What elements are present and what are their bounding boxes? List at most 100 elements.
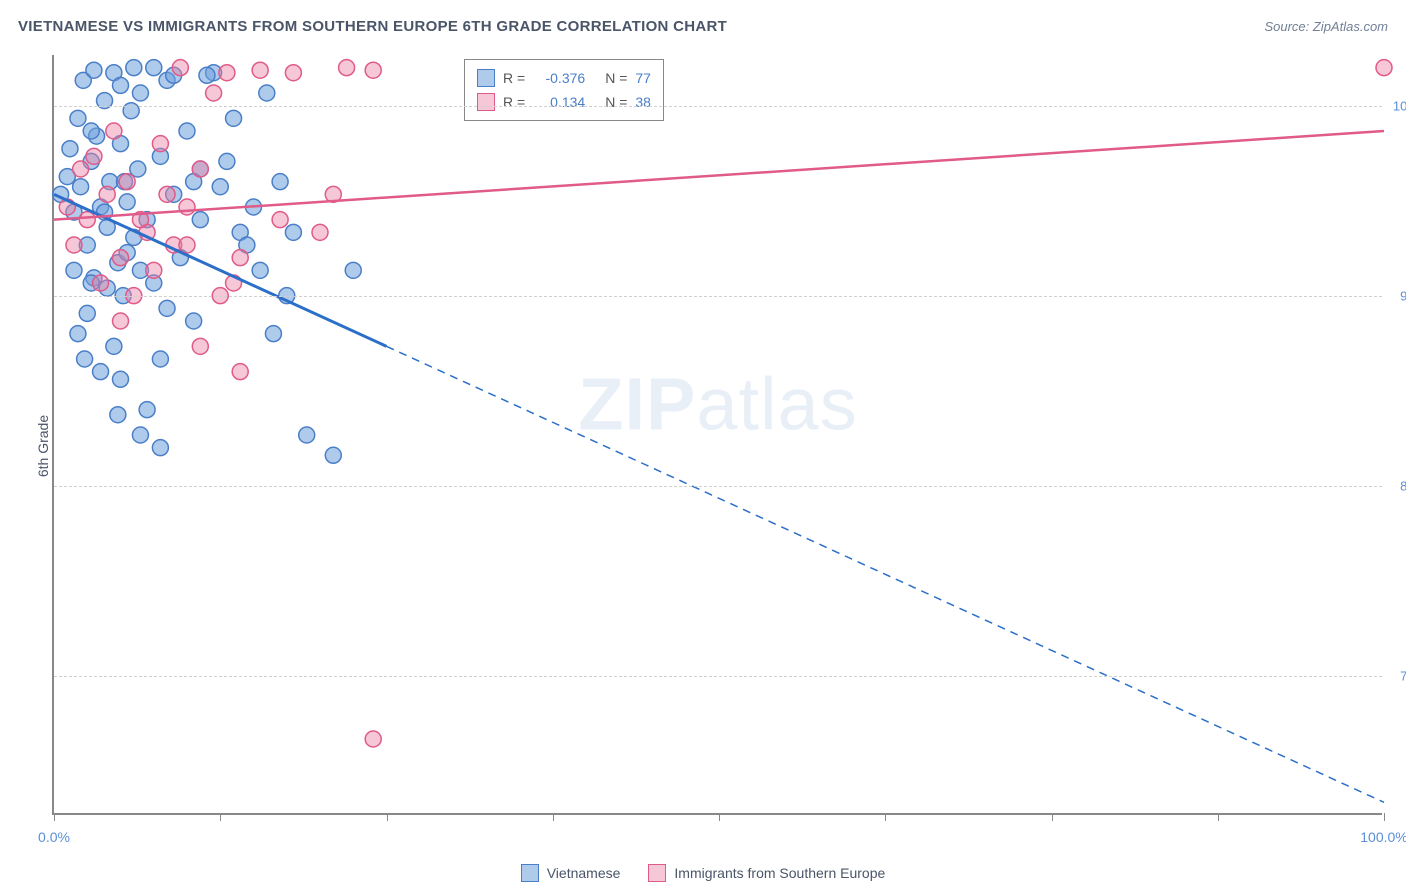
- x-tick: [1218, 813, 1219, 821]
- data-point: [265, 326, 281, 342]
- x-tick: [1052, 813, 1053, 821]
- data-point: [113, 313, 129, 329]
- gridline: [54, 106, 1382, 107]
- x-tick-label: 0.0%: [38, 829, 70, 845]
- data-point: [119, 174, 135, 190]
- gridline: [54, 676, 1382, 677]
- data-point: [179, 237, 195, 253]
- data-point: [219, 65, 235, 81]
- trend-line-extrapolated: [387, 346, 1385, 802]
- chart-source: Source: ZipAtlas.com: [1264, 19, 1388, 34]
- data-point: [325, 447, 341, 463]
- data-point: [272, 174, 288, 190]
- data-point: [152, 351, 168, 367]
- legend-swatch: [521, 864, 539, 882]
- x-tick: [553, 813, 554, 821]
- data-point: [232, 250, 248, 266]
- data-point: [1376, 60, 1392, 76]
- y-tick-label: 92.5%: [1400, 288, 1406, 303]
- data-point: [199, 67, 215, 83]
- data-point: [132, 427, 148, 443]
- data-point: [192, 161, 208, 177]
- data-point: [232, 364, 248, 380]
- legend-swatch: [477, 69, 495, 87]
- chart-header: VIETNAMESE VS IMMIGRANTS FROM SOUTHERN E…: [18, 18, 1388, 35]
- data-point: [93, 364, 109, 380]
- data-point: [99, 186, 115, 202]
- data-point: [179, 199, 195, 215]
- x-tick: [719, 813, 720, 821]
- legend-row: R = -0.376 N = 77: [477, 66, 651, 90]
- data-point: [186, 313, 202, 329]
- series-legend-item: Vietnamese: [521, 864, 621, 882]
- legend-swatch: [648, 864, 666, 882]
- data-point: [86, 148, 102, 164]
- legend-r-value: -0.376: [533, 70, 585, 86]
- data-point: [285, 65, 301, 81]
- data-point: [179, 123, 195, 139]
- legend-n-label: N =: [605, 94, 627, 110]
- series-name: Immigrants from Southern Europe: [674, 865, 885, 881]
- data-point: [192, 338, 208, 354]
- data-point: [79, 305, 95, 321]
- data-point: [252, 262, 268, 278]
- data-point: [139, 402, 155, 418]
- y-tick-label: 85.0%: [1400, 478, 1406, 493]
- x-tick: [387, 813, 388, 821]
- data-point: [110, 407, 126, 423]
- data-point: [345, 262, 361, 278]
- data-point: [83, 123, 99, 139]
- data-point: [113, 371, 129, 387]
- data-point: [312, 224, 328, 240]
- legend-n-value: 77: [635, 70, 651, 86]
- data-point: [79, 212, 95, 228]
- x-tick: [1384, 813, 1385, 821]
- data-point: [285, 224, 301, 240]
- data-point: [365, 731, 381, 747]
- data-point: [113, 77, 129, 93]
- data-point: [126, 60, 142, 76]
- data-point: [212, 179, 228, 195]
- data-point: [77, 351, 93, 367]
- legend-n-value: 38: [635, 94, 651, 110]
- series-name: Vietnamese: [547, 865, 621, 881]
- plot-area: ZIPatlas R =-0.376N =77R =0.134N =38 77.…: [52, 55, 1382, 815]
- data-point: [159, 186, 175, 202]
- legend-row: R =0.134N =38: [477, 90, 651, 114]
- data-point: [86, 62, 102, 78]
- data-point: [219, 153, 235, 169]
- data-point: [206, 85, 222, 101]
- x-tick: [885, 813, 886, 821]
- data-point: [152, 136, 168, 152]
- data-point: [66, 262, 82, 278]
- data-point: [106, 338, 122, 354]
- legend-r-label: R =: [503, 70, 525, 86]
- data-point: [119, 194, 135, 210]
- data-point: [106, 123, 122, 139]
- data-point: [62, 141, 78, 157]
- data-point: [70, 326, 86, 342]
- data-point: [299, 427, 315, 443]
- gridline: [54, 296, 1382, 297]
- data-point: [66, 237, 82, 253]
- data-point: [259, 85, 275, 101]
- data-point: [159, 300, 175, 316]
- data-point: [132, 85, 148, 101]
- legend-n-label: N =: [605, 70, 627, 86]
- series-legend-item: Immigrants from Southern Europe: [648, 864, 885, 882]
- data-point: [146, 60, 162, 76]
- y-tick-label: 100.0%: [1393, 98, 1406, 113]
- data-point: [113, 250, 129, 266]
- data-point: [339, 60, 355, 76]
- data-point: [172, 60, 188, 76]
- x-tick: [54, 813, 55, 821]
- y-tick-label: 77.5%: [1400, 668, 1406, 683]
- legend-r-label: R =: [503, 94, 525, 110]
- data-point: [73, 161, 89, 177]
- data-point: [226, 110, 242, 126]
- data-point: [192, 212, 208, 228]
- correlation-legend: R =-0.376N =77R =0.134N =38: [464, 59, 664, 121]
- legend-swatch: [477, 93, 495, 111]
- chart-title: VIETNAMESE VS IMMIGRANTS FROM SOUTHERN E…: [18, 18, 727, 35]
- series-legend: Vietnamese Immigrants from Southern Europ…: [0, 864, 1406, 882]
